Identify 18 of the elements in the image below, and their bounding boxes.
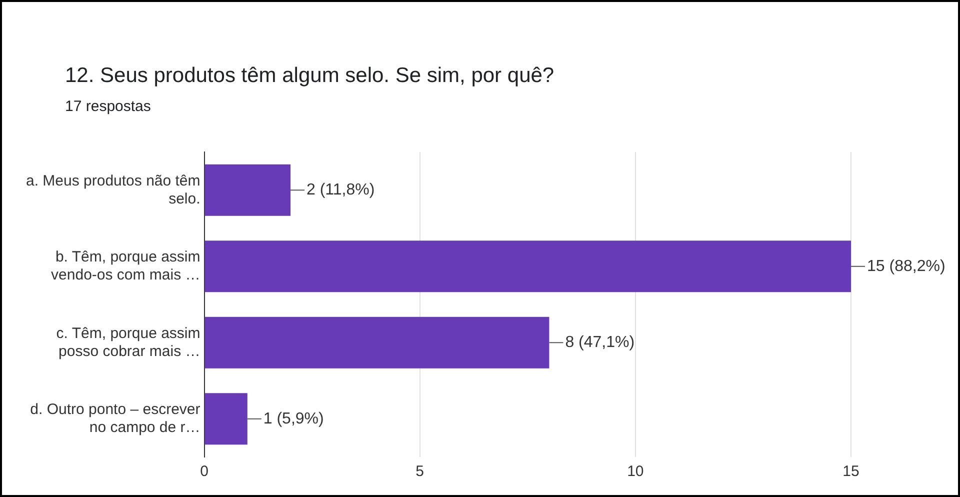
data-label: 1 (5,9%) [263,410,324,428]
x-tick-label: 15 [842,463,860,480]
bar [204,164,290,216]
x-tick-label: 5 [416,463,424,480]
chart-subtitle: 17 respostas [65,98,151,115]
data-label: 8 (47,1%) [565,334,635,352]
y-tick-label: d. Outro ponto – escrever no campo de r… [30,401,200,436]
x-tick-label: 10 [627,463,644,480]
y-tick-label: b. Têm, porque assim vendo-os com mais … [51,248,200,284]
data-label: 2 (11,8%) [306,182,375,199]
bar [204,393,248,445]
y-tick-label: a. Meus produtos não têm selo. [26,172,200,208]
bar [204,316,550,368]
x-tick-label: 0 [200,463,208,480]
y-tick-label: c. Têm, porque assim posso cobrar mais … [56,324,200,360]
data-label: 15 (88,2%) [867,258,946,275]
bar [204,240,851,292]
chart-title: 12. Seus produtos têm algum selo. Se sim, por quê? [65,64,554,88]
